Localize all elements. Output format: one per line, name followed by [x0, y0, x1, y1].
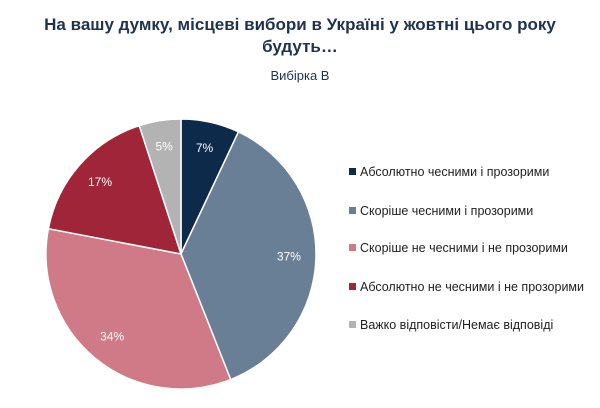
slice-data-label-1: 7% — [196, 141, 214, 155]
legend-swatch-3 — [349, 244, 356, 251]
legend-swatch-5 — [349, 321, 356, 328]
pie-slice-2 — [180, 130, 317, 381]
slice-data-label-4: 17% — [88, 175, 112, 189]
legend-item-4: Абсолютно не чесними і не прозорими — [349, 279, 594, 296]
legend-item-2: Скоріше чесними і прозорими — [349, 203, 594, 220]
slice-data-label-5: 5% — [155, 140, 173, 154]
chart-title: На вашу думку, місцеві вибори в Україні … — [44, 15, 556, 56]
legend-item-5: Важко відповісти/Немає відповіді — [349, 317, 594, 334]
legend-label-4: Абсолютно не чесними і не прозорими — [360, 280, 585, 294]
chart-subtitle: Вибірка В — [270, 68, 330, 83]
legend-swatch-4 — [349, 283, 356, 290]
legend-label-1: Абсолютно чесними і прозорими — [360, 165, 550, 179]
legend-item-1: Абсолютно чесними і прозорими — [349, 164, 594, 181]
pie-slice-3 — [45, 227, 232, 390]
legend-label-2: Скоріше чесними і прозорими — [360, 204, 534, 218]
slice-data-label-3: 34% — [100, 329, 124, 343]
pie-slice-4 — [47, 124, 183, 255]
legend-item-3: Скоріше не чесними і не прозорими — [349, 240, 594, 257]
pie-slice-5 — [138, 118, 182, 255]
legend-label-3: Скоріше не чесними і не прозорими — [360, 241, 568, 255]
legend-swatch-1 — [349, 168, 356, 175]
slice-data-label-2: 37% — [277, 250, 301, 264]
legend-label-5: Важко відповісти/Немає відповіді — [360, 318, 554, 332]
legend-swatch-2 — [349, 207, 356, 214]
